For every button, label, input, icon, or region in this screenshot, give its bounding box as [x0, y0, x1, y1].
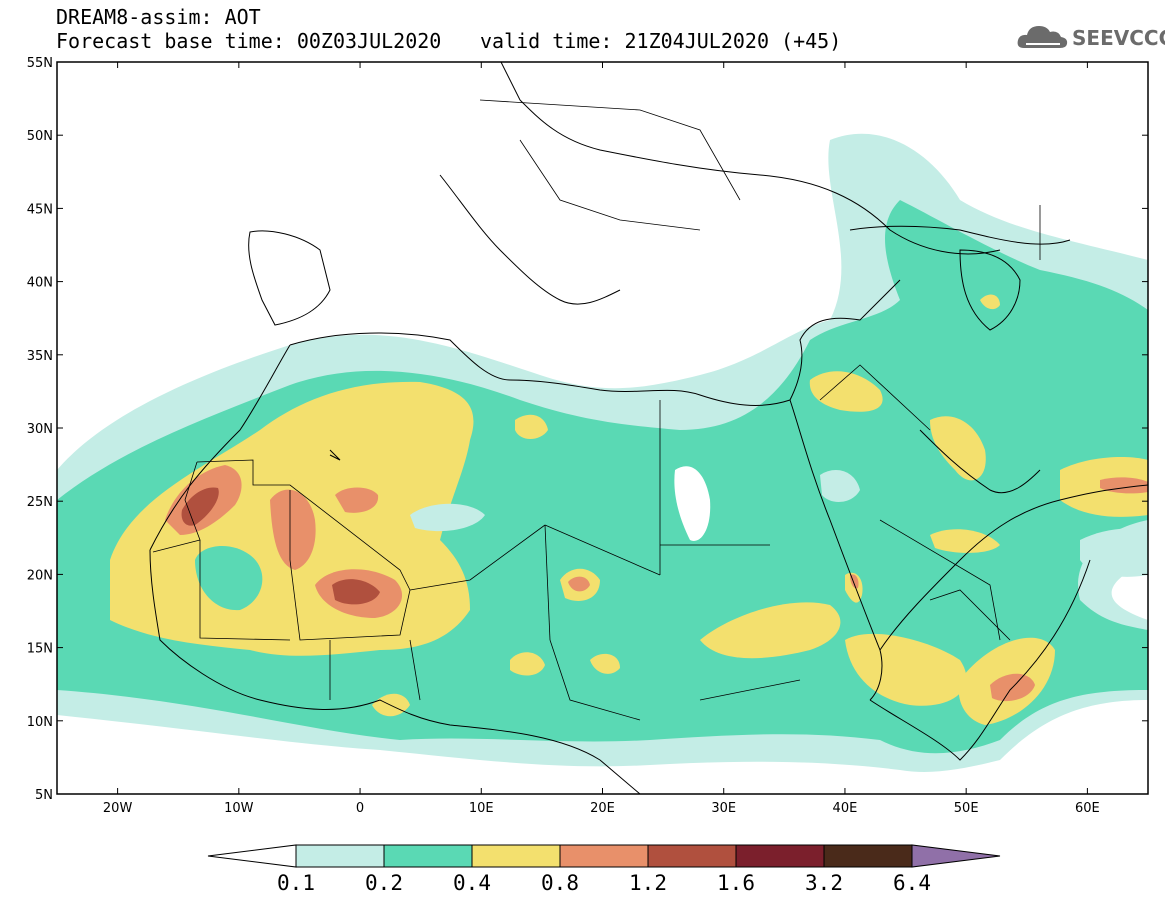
colorbar-label: 0.8: [541, 871, 579, 895]
colorbar-boxes: [207, 844, 1001, 868]
lat-label: 30N: [27, 422, 53, 437]
lat-label: 35N: [27, 349, 53, 364]
lat-label: 15N: [27, 642, 53, 657]
colorbar-box: [471, 844, 561, 868]
valid-time: valid time: 21Z04JUL2020 (+45): [480, 29, 842, 53]
lon-label: 20E: [590, 801, 615, 816]
lon-label: 30E: [711, 801, 736, 816]
lat-label: 20N: [27, 568, 53, 583]
cloud-logo-icon: [1017, 26, 1068, 48]
lat-label: 55N: [27, 56, 53, 71]
forecast-base-time: Forecast base time: 00Z03JUL2020: [56, 29, 442, 53]
lon-label: 10E: [469, 801, 494, 816]
colorbar-box: [647, 844, 737, 868]
lon-axis: 20W 10W 0 10E 20E 30E 40E 50E 60E: [103, 62, 1100, 816]
lat-label: 5N: [35, 788, 53, 803]
lat-label: 45N: [27, 202, 53, 217]
lat-label: 10N: [27, 715, 53, 730]
colorbar-box: [559, 844, 649, 868]
colorbar-label: 0.2: [365, 871, 403, 895]
lon-label: 60E: [1075, 801, 1100, 816]
lon-label: 40E: [833, 801, 858, 816]
lat-axis: 55N 50N 45N 40N 35N 30N 25N 20N 15N 10N 5N: [27, 56, 1148, 803]
lat-label: 40N: [27, 276, 53, 291]
lon-label: 0: [356, 801, 364, 816]
colorbar-label: 0.1: [277, 871, 315, 895]
colorbar-box: [383, 844, 473, 868]
colorbar-box: [735, 844, 825, 868]
seevccc-logo: SEEVCCC: [1016, 20, 1165, 54]
colorbar-left-arrow: [207, 844, 297, 868]
lat-label: 25N: [27, 495, 53, 510]
map-title: DREAM8-assim: AOT: [56, 5, 261, 29]
lat-label: 50N: [27, 129, 53, 144]
colorbar-label: 0.4: [453, 871, 491, 895]
colorbar-label: 6.4: [893, 871, 931, 895]
colorbar-box: [295, 844, 385, 868]
colorbar-label: 3.2: [805, 871, 843, 895]
borders: [152, 99, 1041, 721]
colorbar-label: 1.6: [717, 871, 755, 895]
lon-label: 50E: [954, 801, 979, 816]
logo-text: SEEVCCC: [1072, 26, 1165, 50]
colorbar-right-arrow: [911, 844, 1001, 868]
colorbar-label: 1.2: [629, 871, 667, 895]
colorbar-labels: 0.1 0.2 0.4 0.8 1.2 1.6 3.2 6.4: [277, 871, 931, 895]
coastlines: [149, 62, 1148, 794]
colorbar-box: [823, 844, 913, 868]
lon-label: 10W: [224, 801, 254, 816]
lon-label: 20W: [103, 801, 133, 816]
aot-field: [57, 133, 1148, 772]
